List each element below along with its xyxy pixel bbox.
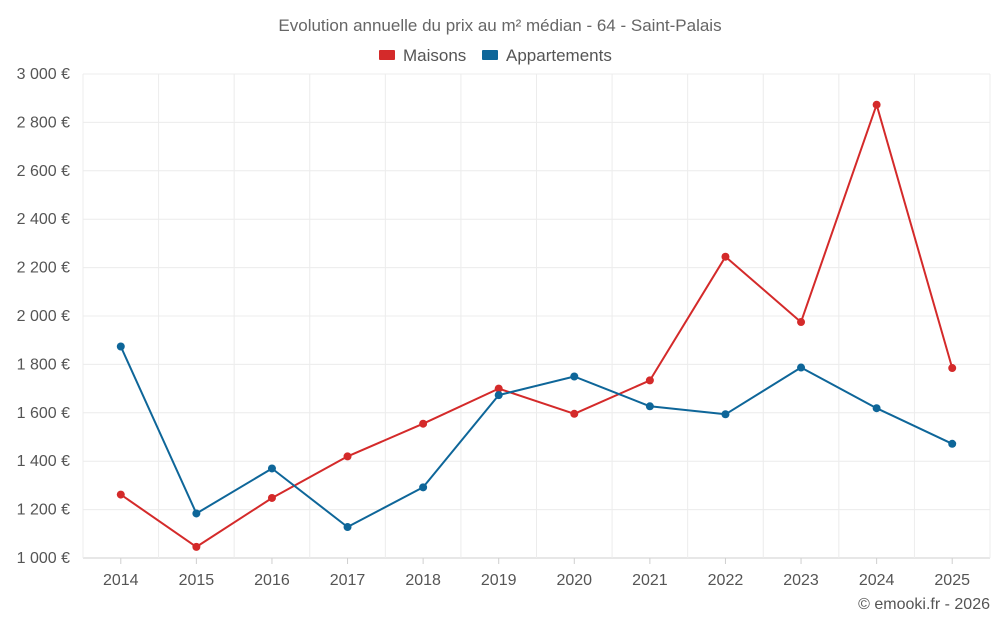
data-point-appartements[interactable] — [645, 402, 654, 411]
y-tick-label: 1 000 € — [17, 550, 70, 567]
x-tick-label: 2019 — [481, 572, 517, 589]
data-point-appartements[interactable] — [343, 523, 352, 532]
y-tick-label: 1 200 € — [17, 502, 70, 519]
x-tick-label: 2017 — [330, 572, 366, 589]
x-tick-label: 2021 — [632, 572, 668, 589]
data-point-appartements[interactable] — [721, 410, 730, 419]
data-point-appartements[interactable] — [192, 509, 201, 518]
data-point-maisons[interactable] — [116, 490, 125, 499]
credit-text: © emooki.fr - 2026 — [858, 596, 990, 613]
x-tick-label: 2020 — [556, 572, 592, 589]
data-point-maisons[interactable] — [570, 409, 579, 418]
data-point-appartements[interactable] — [570, 372, 579, 381]
data-point-maisons[interactable] — [645, 376, 654, 385]
data-point-maisons[interactable] — [494, 384, 503, 393]
data-point-maisons[interactable] — [872, 100, 881, 109]
y-tick-label: 2 200 € — [17, 260, 70, 277]
data-point-maisons[interactable] — [419, 419, 428, 428]
x-tick-label: 2016 — [254, 572, 290, 589]
grid — [82, 73, 991, 559]
y-tick-label: 2 000 € — [17, 308, 70, 325]
x-tick-label: 2023 — [783, 572, 819, 589]
y-tick-label: 2 400 € — [17, 211, 70, 228]
series-layer — [116, 100, 957, 551]
legend-label-appartements[interactable]: Appartements — [506, 46, 612, 65]
data-point-maisons[interactable] — [192, 542, 201, 551]
x-tick-label: 2018 — [405, 572, 441, 589]
data-point-appartements[interactable] — [797, 363, 806, 372]
data-point-appartements[interactable] — [267, 464, 276, 473]
axes: 1 000 € 1 200 € 1 400 € 1 600 € 1 800 € 2 000… — [17, 66, 970, 589]
legend-swatch-appartements[interactable] — [482, 50, 498, 60]
y-tick-label: 2 600 € — [17, 163, 70, 180]
series-line-appartements — [119, 346, 953, 528]
y-tick-label: 1 800 € — [17, 356, 70, 373]
data-point-maisons[interactable] — [797, 318, 806, 327]
x-tick-label: 2022 — [708, 572, 744, 589]
data-point-maisons[interactable] — [948, 364, 957, 373]
y-tick-label: 3 000 € — [17, 66, 70, 83]
data-point-appartements[interactable] — [872, 404, 881, 413]
data-point-appartements[interactable] — [494, 391, 503, 400]
series-line-maisons — [120, 103, 954, 548]
data-point-maisons[interactable] — [267, 493, 276, 502]
y-tick-label: 1 400 € — [17, 453, 70, 470]
data-point-appartements[interactable] — [948, 439, 957, 448]
x-tick-label: 2024 — [859, 572, 895, 589]
data-point-maisons[interactable] — [343, 452, 352, 461]
legend: Maisons Appartements — [379, 46, 612, 65]
y-tick-label: 2 800 € — [17, 114, 70, 131]
data-point-appartements[interactable] — [116, 342, 125, 351]
data-point-maisons[interactable] — [721, 252, 730, 261]
x-tick-label: 2014 — [103, 572, 139, 589]
data-point-appartements[interactable] — [419, 483, 428, 492]
legend-swatch-maisons[interactable] — [379, 50, 395, 60]
y-tick-label: 1 600 € — [17, 405, 70, 422]
x-tick-label: 2025 — [934, 572, 970, 589]
legend-label-maisons[interactable]: Maisons — [403, 46, 466, 65]
x-tick-label: 2015 — [179, 572, 215, 589]
chart-title: Evolution annuelle du prix au m² médian … — [278, 16, 721, 35]
